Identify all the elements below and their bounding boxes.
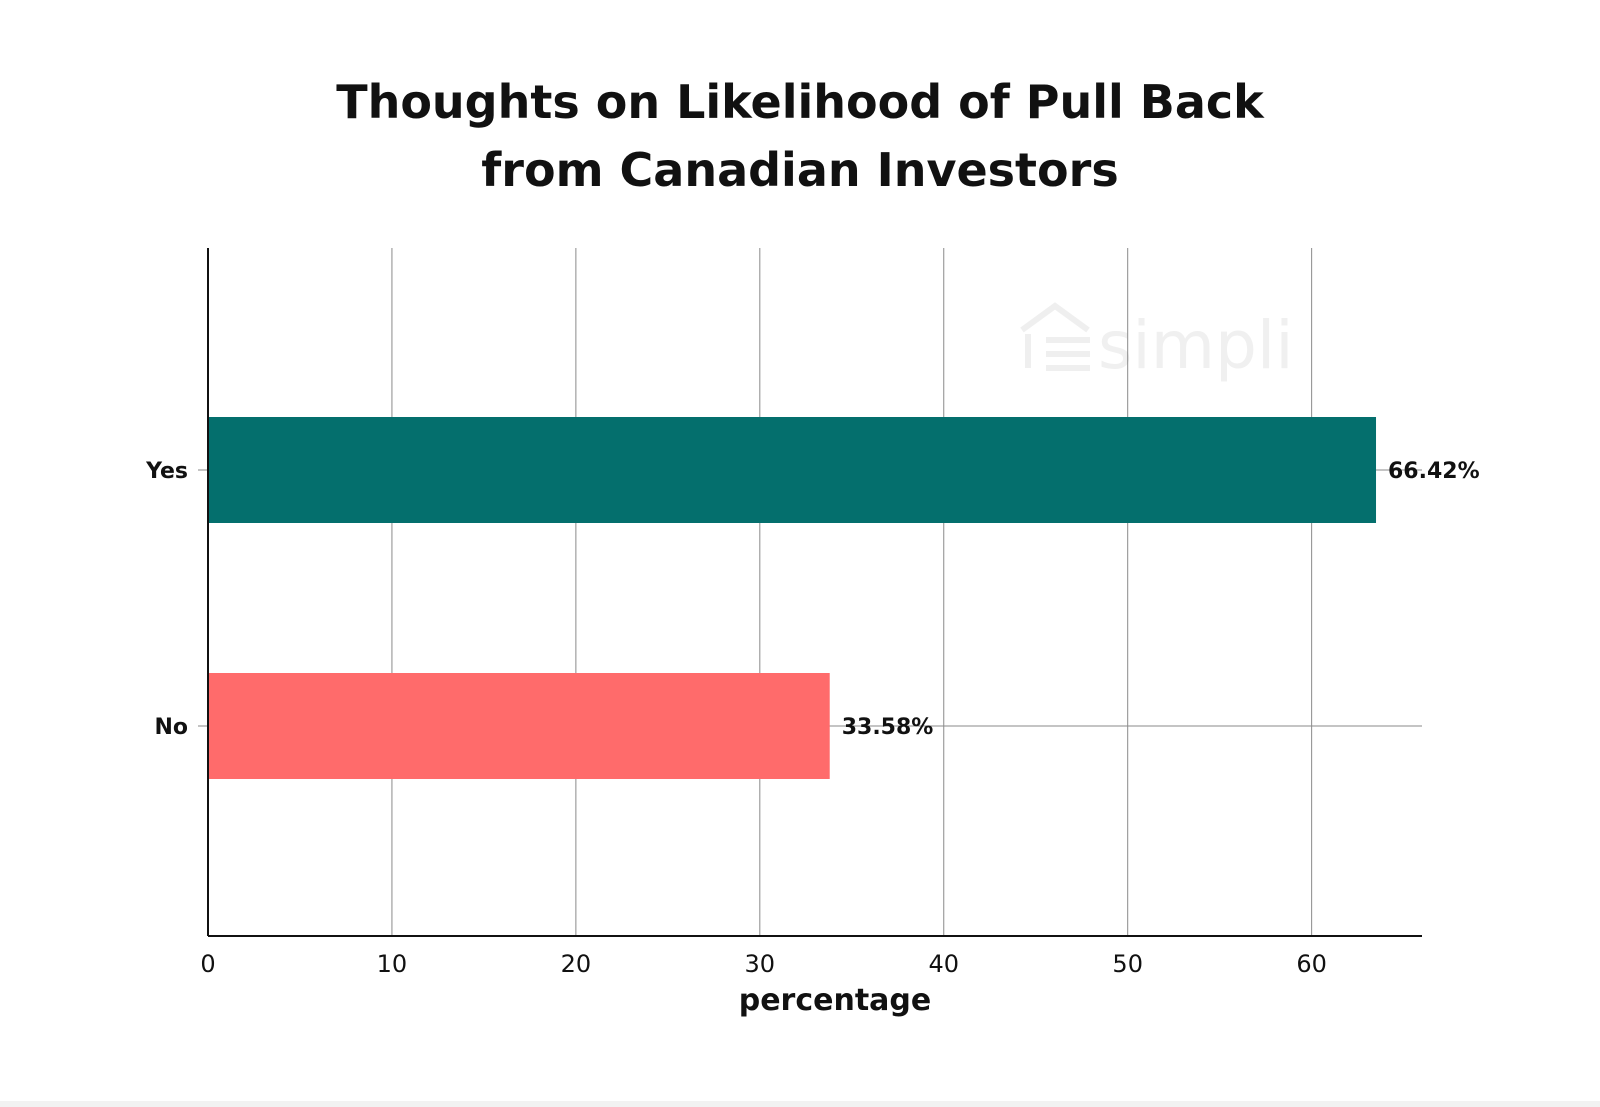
watermark-text: simpli xyxy=(1098,307,1294,384)
x-tick-label-10: 10 xyxy=(377,950,408,978)
category-label-yes: Yes xyxy=(145,459,188,484)
simpli-watermark-logo: simpli xyxy=(1020,302,1294,384)
category-label-no: No xyxy=(154,715,188,740)
chart-title-line-2: from Canadian Investors xyxy=(481,143,1118,197)
bar-no xyxy=(208,673,830,779)
x-tick-label-50: 50 xyxy=(1112,950,1143,978)
bar-yes xyxy=(208,417,1377,523)
value-label-yes: 66.42% xyxy=(1388,459,1480,484)
axes xyxy=(207,248,1422,937)
x-tick-label-20: 20 xyxy=(561,950,592,978)
x-tick-label-40: 40 xyxy=(928,950,959,978)
house-icon xyxy=(1020,302,1090,371)
x-tick-label-0: 0 xyxy=(200,950,215,978)
x-axis-label: percentage xyxy=(739,983,932,1018)
value-label-no: 33.58% xyxy=(842,715,934,740)
x-tick-label-60: 60 xyxy=(1296,950,1327,978)
labels: 0 10 20 30 40 50 60 Yes No 66.42% 33.58% xyxy=(145,459,1480,978)
bars xyxy=(208,417,1377,779)
x-tick-label-30: 30 xyxy=(745,950,776,978)
bottom-border-strip xyxy=(0,1101,1600,1107)
chart-title-line-1: Thoughts on Likelihood of Pull Back xyxy=(336,75,1265,129)
